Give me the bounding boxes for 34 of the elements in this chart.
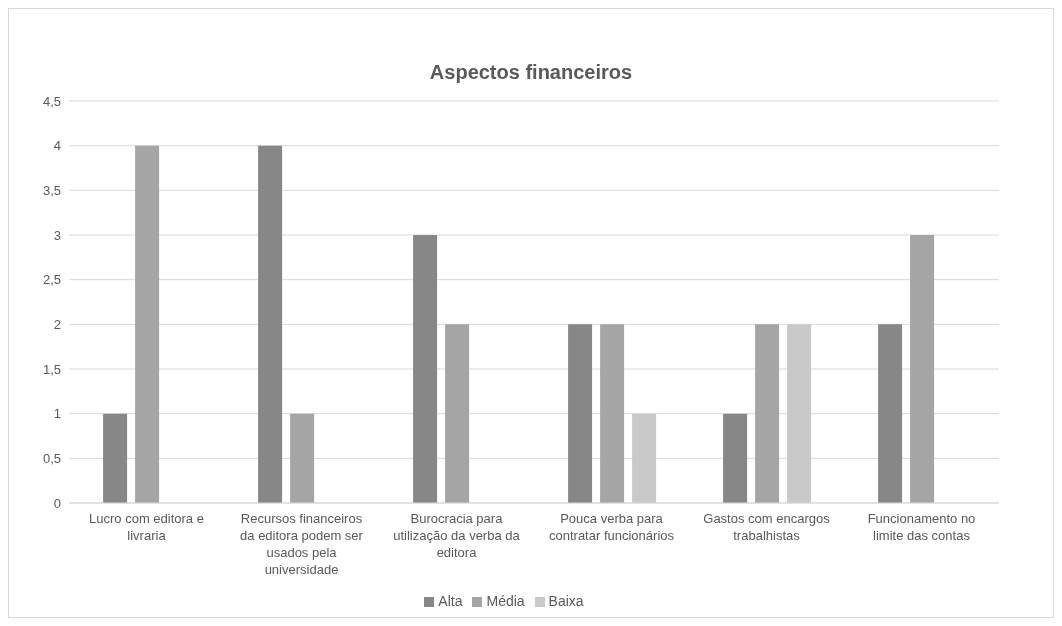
bar xyxy=(445,324,470,503)
bar xyxy=(135,145,160,503)
x-tick-label: Funcionamento no limite das contas xyxy=(867,511,976,543)
legend-label: Alta xyxy=(438,593,463,609)
bar xyxy=(258,145,283,503)
legend-label: Baixa xyxy=(548,593,584,609)
chart-title: Aspectos financeiros xyxy=(428,61,634,84)
legend-label: Média xyxy=(486,593,525,609)
x-tick-label: Gastos com encargos trabalhistas xyxy=(703,511,831,543)
bar xyxy=(723,413,748,503)
bar xyxy=(413,235,438,503)
bar xyxy=(103,413,128,503)
x-tick-label: Recursos financeiros da editora podem ser usados pela universidade xyxy=(240,511,364,577)
bar xyxy=(910,235,935,503)
x-tick-label: Burocracia para utilização da verba da editora xyxy=(393,511,521,560)
y-tick-label: 1,5 xyxy=(42,361,61,377)
y-tick-label: 0 xyxy=(53,495,61,511)
y-tick-label: 1 xyxy=(53,406,61,422)
bar xyxy=(568,324,593,503)
y-tick-label: 0,5 xyxy=(42,450,61,466)
y-tick-label: 3 xyxy=(53,227,61,243)
y-tick-label: 4,5 xyxy=(42,93,61,109)
x-tick-label: Pouca verba para contratar funcionários xyxy=(548,511,675,543)
bar xyxy=(290,413,315,503)
y-tick-label: 2,5 xyxy=(42,272,61,288)
bar xyxy=(755,324,780,503)
y-tick-label: 2 xyxy=(53,316,61,332)
y-tick-label: 4 xyxy=(53,138,61,154)
bar xyxy=(600,324,625,503)
bar xyxy=(632,413,657,503)
bar xyxy=(787,324,812,503)
y-tick-label: 3,5 xyxy=(42,182,61,198)
bar xyxy=(878,324,903,503)
x-tick-label: Lucro com editora e livraria xyxy=(89,511,204,543)
